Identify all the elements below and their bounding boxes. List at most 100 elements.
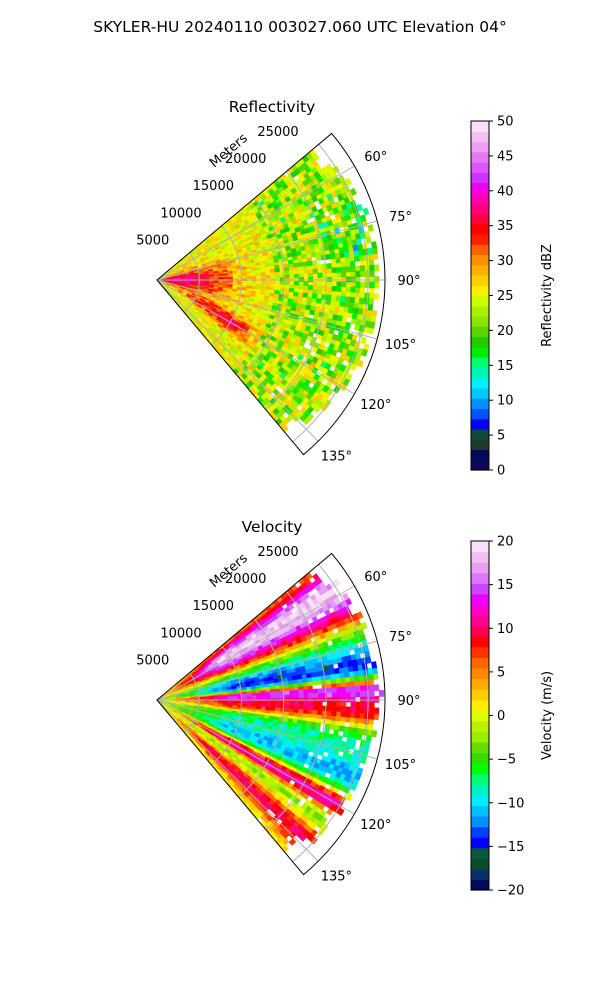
colorbar-tick-label: −15	[497, 840, 524, 855]
colorbar-segment	[471, 141, 489, 153]
colorbar-segment	[471, 667, 489, 680]
figure-suptitle: SKYLER-HU 20240110 003027.060 UTC Elevat…	[93, 18, 507, 36]
field-cells	[317, 203, 364, 257]
azimuth-line	[156, 699, 355, 815]
colorbar-segment	[471, 868, 489, 881]
colorbar: −20 −15 −10 −5 0 5 10 15 20 Velocity (m/s)	[470, 535, 555, 899]
range-tick-label: 15000	[193, 599, 234, 614]
colorbar-segment	[471, 172, 489, 184]
colorbar-segment	[471, 784, 489, 796]
colorbar-tick-label: 10	[497, 394, 514, 409]
azimuth-tick-label: 135°	[321, 869, 352, 884]
panel-title: Reflectivity	[229, 98, 316, 116]
azimuth-tick-label: 60°	[364, 570, 387, 585]
colorbar-segment	[471, 689, 489, 701]
colorbar-segment	[471, 699, 489, 711]
range-tick-label: 5000	[136, 234, 169, 249]
colorbar-tick-label: 50	[497, 115, 514, 130]
radar-field	[157, 572, 385, 853]
colorbar-segment	[471, 367, 489, 379]
colorbar-segment	[471, 162, 489, 173]
colorbar-label: Velocity (m/s)	[540, 671, 555, 760]
range-tick-label: 15000	[193, 179, 234, 194]
colorbar-segment	[471, 223, 489, 235]
field-cells	[217, 597, 342, 666]
field-cells	[277, 664, 330, 680]
colorbar-segment	[471, 182, 489, 194]
colorbar-segment	[471, 346, 489, 358]
colorbar-segment	[471, 826, 489, 838]
azimuth-tick-label: 105°	[385, 338, 416, 353]
colorbar-segment	[471, 274, 489, 286]
colorbar-segment	[471, 562, 489, 574]
colorbar-tick-label: 30	[497, 254, 514, 269]
field-cells	[258, 193, 374, 380]
colorbar-segment	[471, 428, 489, 440]
colorbar-tick-label: 25	[497, 289, 514, 304]
colorbar-segment	[471, 233, 489, 245]
colorbar-segment	[471, 794, 489, 806]
colorbar-segment	[471, 449, 489, 461]
colorbar-segment	[471, 678, 489, 690]
colorbar-tick-label: 20	[497, 324, 514, 339]
colorbar-segment	[471, 326, 489, 338]
colorbar-segment	[471, 439, 489, 451]
range-ring	[210, 645, 242, 766]
range-ring	[238, 618, 285, 798]
colorbar-segment	[471, 244, 489, 256]
azimuth-tick-label: 135°	[321, 449, 352, 464]
range-tick-label: 20000	[225, 572, 266, 587]
azimuth-tick-label: 60°	[364, 150, 387, 165]
colorbar-tick-label: 20	[497, 535, 514, 550]
azimuth-line	[156, 279, 319, 442]
colorbar-tick-label: 5	[497, 665, 505, 680]
colorbar-segment	[471, 815, 489, 828]
colorbar-segment	[471, 131, 489, 143]
colorbar-segment	[471, 710, 489, 722]
sector-frame	[156, 552, 386, 876]
colorbar-segment	[471, 357, 489, 368]
colorbar-segment	[471, 254, 489, 266]
azimuth-tick-label: 105°	[385, 758, 416, 773]
colorbar-segment	[471, 121, 489, 132]
colorbar-tick-label: 0	[497, 709, 505, 724]
colorbar-tick-label: −10	[497, 796, 524, 811]
azimuth-line	[156, 585, 355, 701]
azimuth-tick-label: 120°	[360, 818, 391, 833]
radar-field	[157, 149, 380, 433]
colorbar-segment	[471, 192, 489, 204]
range-tick-label: 5000	[136, 654, 169, 669]
colorbar-segment	[471, 305, 489, 317]
panel-reflectivity: Reflectivity500010000150002000025000Mete…	[136, 98, 555, 479]
colorbar-segment	[471, 387, 489, 399]
colorbar-segment	[471, 572, 489, 584]
range-ring	[292, 563, 369, 863]
colorbar-segment	[471, 316, 489, 327]
colorbar-segment	[471, 636, 489, 648]
colorbar-segment	[471, 604, 489, 616]
colorbar-segment	[471, 879, 489, 891]
colorbar-segment	[471, 720, 489, 732]
colorbar-segment	[471, 805, 489, 817]
range-ring	[210, 225, 242, 346]
azimuth-line	[156, 279, 378, 340]
azimuth-line	[156, 220, 378, 281]
colorbar-segment	[471, 731, 489, 743]
azimuth-tick-label: 90°	[397, 274, 420, 289]
range-tick-label: 25000	[257, 125, 298, 140]
range-ring	[292, 143, 369, 443]
colorbar-tick-label: 5	[497, 429, 505, 444]
colorbar-tick-label: 40	[497, 184, 514, 199]
colorbar-segment	[471, 858, 489, 870]
colorbar-segment	[471, 615, 489, 627]
colorbar-tick-label: 15	[497, 359, 514, 374]
range-tick-label: 25000	[257, 545, 298, 560]
sector-frame	[156, 132, 386, 456]
range-tick-label: 10000	[160, 206, 201, 221]
colorbar-segment	[471, 551, 489, 563]
colorbar-segment	[471, 752, 489, 764]
field-cells	[352, 244, 359, 252]
azimuth-line	[156, 279, 355, 395]
range-tick-label: 20000	[225, 152, 266, 167]
